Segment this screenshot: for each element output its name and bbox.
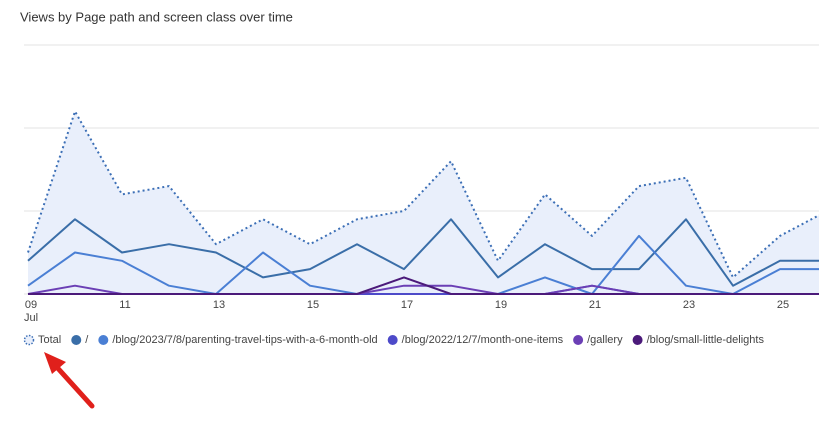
legend-label: Total [38, 334, 61, 346]
series-line [27, 218, 819, 287]
legend-icon [573, 335, 584, 345]
x-sublabel: Jul [24, 312, 38, 324]
legend-icon [632, 335, 643, 345]
x-tick-label: 09 [25, 299, 37, 311]
x-tick-label: 11 [119, 299, 130, 311]
legend: Total / /blog/2023/7/8/parenting-travel-ti… [23, 334, 765, 346]
legend-icon [23, 334, 35, 346]
x-tick-label: 21 [589, 299, 601, 311]
legend-icon [71, 335, 82, 345]
x-tick-label: 13 [213, 299, 225, 311]
legend-icon [98, 335, 109, 345]
legend-label: / [85, 334, 89, 346]
x-tick-label: 17 [401, 299, 413, 311]
series-area [28, 111, 819, 294]
legend-label: /gallery [587, 334, 623, 346]
legend-label: /blog/small-little-delights [647, 334, 765, 346]
chart-title: Views by Page path and screen class over… [20, 9, 293, 24]
x-tick-label: 15 [307, 299, 319, 311]
legend-icon [387, 335, 398, 345]
legend-label: /blog/2023/7/8/parenting-travel-tips-wit… [112, 334, 377, 346]
series-line [28, 276, 819, 295]
x-tick-label: 25 [777, 299, 789, 311]
x-tick-label: 23 [683, 299, 695, 311]
legend-label: /blog/2022/12/7/month-one-items [402, 334, 564, 346]
x-tick-label: 19 [495, 299, 507, 311]
annotation-arrow [44, 352, 95, 409]
plot-area [24, 44, 819, 295]
series-line [27, 110, 819, 279]
